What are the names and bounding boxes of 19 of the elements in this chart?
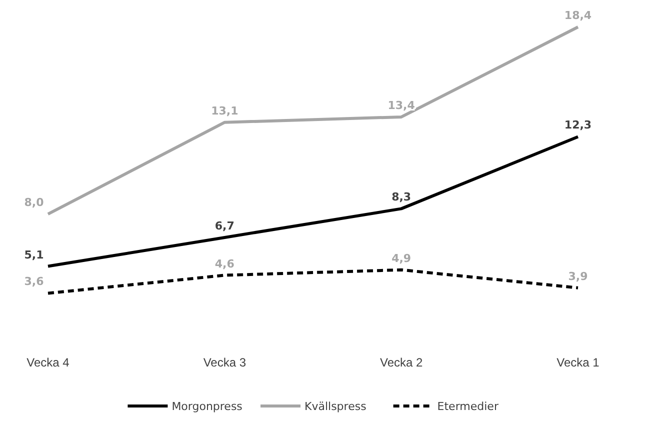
- data-label: 8,0: [24, 196, 44, 210]
- data-label: 3,6: [24, 275, 44, 288]
- data-label: 8,3: [392, 190, 412, 204]
- data-label: 6,7: [214, 219, 234, 232]
- data-label: 18,4: [564, 9, 592, 22]
- data-label: 4,6: [214, 257, 235, 270]
- data-label: 12,3: [564, 118, 592, 132]
- data-label: 4,9: [392, 252, 412, 265]
- x-tick-label: Vecka 2: [380, 356, 424, 370]
- legend-label: Kvällspress: [304, 400, 367, 413]
- x-tick-label: Vecka 4: [26, 356, 70, 370]
- x-tick-label: Vecka 1: [556, 356, 600, 370]
- legend-label: Morgonpress: [172, 400, 243, 413]
- data-label: 13,4: [388, 98, 416, 112]
- data-label: 3,9: [568, 270, 588, 283]
- legend-label: Etermedier: [437, 400, 499, 413]
- x-tick-label: Vecka 3: [203, 356, 246, 370]
- data-label: 13,1: [211, 104, 238, 118]
- data-label: 5,1: [24, 248, 44, 262]
